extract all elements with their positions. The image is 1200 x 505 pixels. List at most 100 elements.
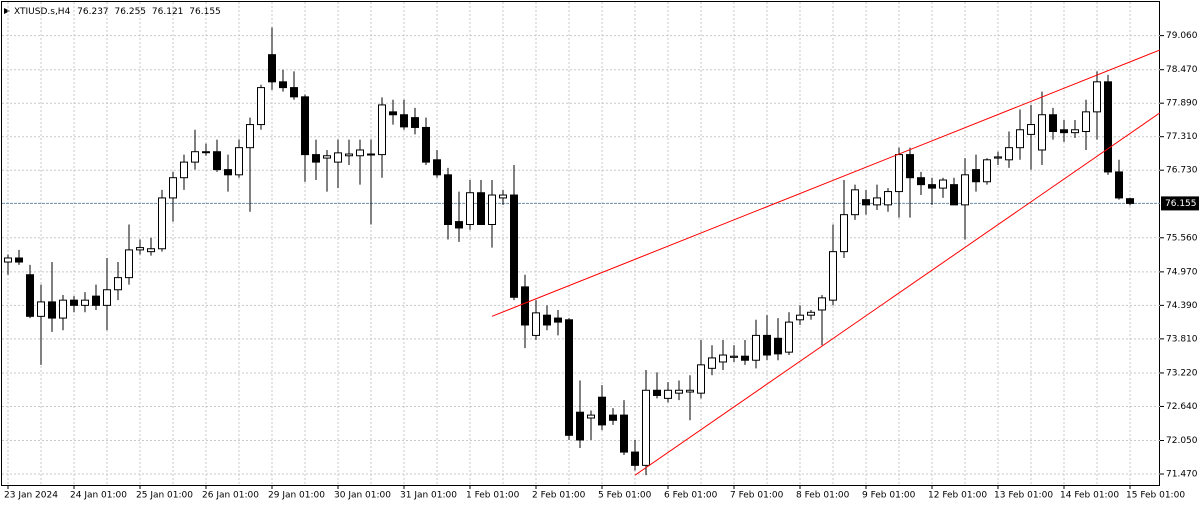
candle-body (345, 153, 353, 157)
header-marker (4, 8, 10, 14)
candle-body (488, 194, 496, 225)
x-tick-label: 29 Jan 01:00 (268, 491, 325, 501)
x-tick-label: 7 Feb 01:00 (730, 491, 784, 501)
x-tick-label: 15 Feb 01:00 (1126, 491, 1185, 501)
x-tick-label: 23 Jan 2024 (4, 491, 58, 501)
candle-body (1049, 114, 1057, 132)
x-tick-label: 6 Feb 01:00 (664, 491, 718, 501)
y-tick-label: 75.560 (1166, 233, 1198, 243)
candle-body (1115, 171, 1123, 199)
candle-body (323, 155, 331, 159)
candle-body (664, 389, 672, 399)
candle-body (565, 319, 573, 436)
candle-body (114, 277, 122, 291)
chart-header: XTIUSD.s,H4 76.237 76.255 76.121 76.155 (14, 7, 221, 17)
candle-body (961, 174, 969, 206)
candle-body (1082, 111, 1090, 132)
candle-body (829, 251, 837, 301)
candle-body (862, 199, 870, 206)
header-value: 76.237 (77, 7, 109, 17)
candle-body (1038, 114, 1046, 151)
candle-body (367, 153, 375, 156)
candle-body (4, 257, 12, 263)
candle-body (422, 126, 430, 163)
candle-body (598, 396, 606, 426)
y-tick-label: 79.060 (1166, 31, 1198, 41)
candle-body (697, 364, 705, 394)
x-tick-label: 24 Jan 01:00 (70, 491, 127, 501)
header-value: 76.121 (152, 7, 184, 17)
candle-body (279, 81, 287, 89)
candle-body (972, 169, 980, 183)
header-value: 76.155 (189, 7, 221, 17)
candle-body (433, 159, 441, 176)
candle-body (334, 152, 342, 163)
x-tick-label: 9 Feb 01:00 (862, 491, 916, 501)
candle-body (620, 414, 628, 453)
candle-body (983, 159, 991, 183)
current-price-label: 76.155 (1165, 199, 1197, 209)
candle-body (752, 334, 760, 361)
x-tick-label: 30 Jan 01:00 (334, 491, 391, 501)
candle-body (1104, 81, 1112, 173)
y-tick-label: 72.050 (1166, 436, 1198, 446)
candle-body (884, 191, 892, 206)
x-tick-label: 25 Jan 01:00 (136, 491, 193, 501)
candle-body (906, 154, 914, 179)
candle-body (851, 189, 859, 216)
candle-body (1060, 129, 1068, 134)
y-tick-label: 71.470 (1166, 470, 1198, 480)
candle-body (631, 451, 639, 466)
candle-body (213, 151, 221, 171)
candle-body (796, 314, 804, 321)
candle-body (873, 197, 881, 206)
candle-body (158, 197, 166, 250)
candle-body (81, 299, 89, 306)
candle-body (928, 184, 936, 189)
candle-body (301, 96, 309, 156)
plot-frame (1, 1, 1160, 486)
candle-body (763, 334, 771, 356)
candle-body (785, 321, 793, 353)
candle-body (411, 117, 419, 128)
trend-line (491, 49, 1160, 317)
candle-body (444, 174, 452, 225)
candle-body (719, 354, 727, 363)
y-tick-label: 73.220 (1166, 368, 1198, 378)
y-tick-label: 77.310 (1166, 132, 1198, 142)
candle-body (554, 317, 562, 323)
candle-body (521, 286, 529, 326)
candle-body (202, 151, 210, 154)
candle-body (1093, 81, 1101, 113)
candle-body (1016, 129, 1024, 149)
y-tick-label: 74.390 (1166, 301, 1198, 311)
header-value: 76.255 (115, 7, 147, 17)
candle-body (950, 184, 958, 206)
candle-body (312, 154, 320, 163)
candle-body (686, 389, 694, 393)
y-tick-label: 76.730 (1166, 166, 1198, 176)
candle-body (587, 414, 595, 419)
candle-body (939, 179, 947, 189)
candle-body (180, 161, 188, 179)
candle-body (455, 221, 463, 229)
symbol: XTIUSD.s,H4 (14, 7, 71, 17)
x-tick-label: 14 Feb 01:00 (1060, 491, 1119, 501)
candle-body (103, 289, 111, 306)
candle-body (994, 156, 1002, 159)
candle-body (224, 169, 232, 176)
candle-body (609, 414, 617, 421)
candle-body (818, 297, 826, 311)
x-tick-label: 26 Jan 01:00 (202, 491, 259, 501)
candle-body (477, 192, 485, 225)
candle-body (15, 257, 23, 263)
candle-body (840, 214, 848, 253)
candle-body (1027, 124, 1035, 135)
candle-body (1005, 147, 1013, 161)
x-tick-label: 12 Feb 01:00 (928, 491, 987, 501)
candle-body (70, 299, 78, 306)
trend-line (634, 112, 1160, 476)
candle-body (466, 192, 474, 225)
x-tick-label: 8 Feb 01:00 (796, 491, 850, 501)
candle-body (708, 357, 716, 369)
